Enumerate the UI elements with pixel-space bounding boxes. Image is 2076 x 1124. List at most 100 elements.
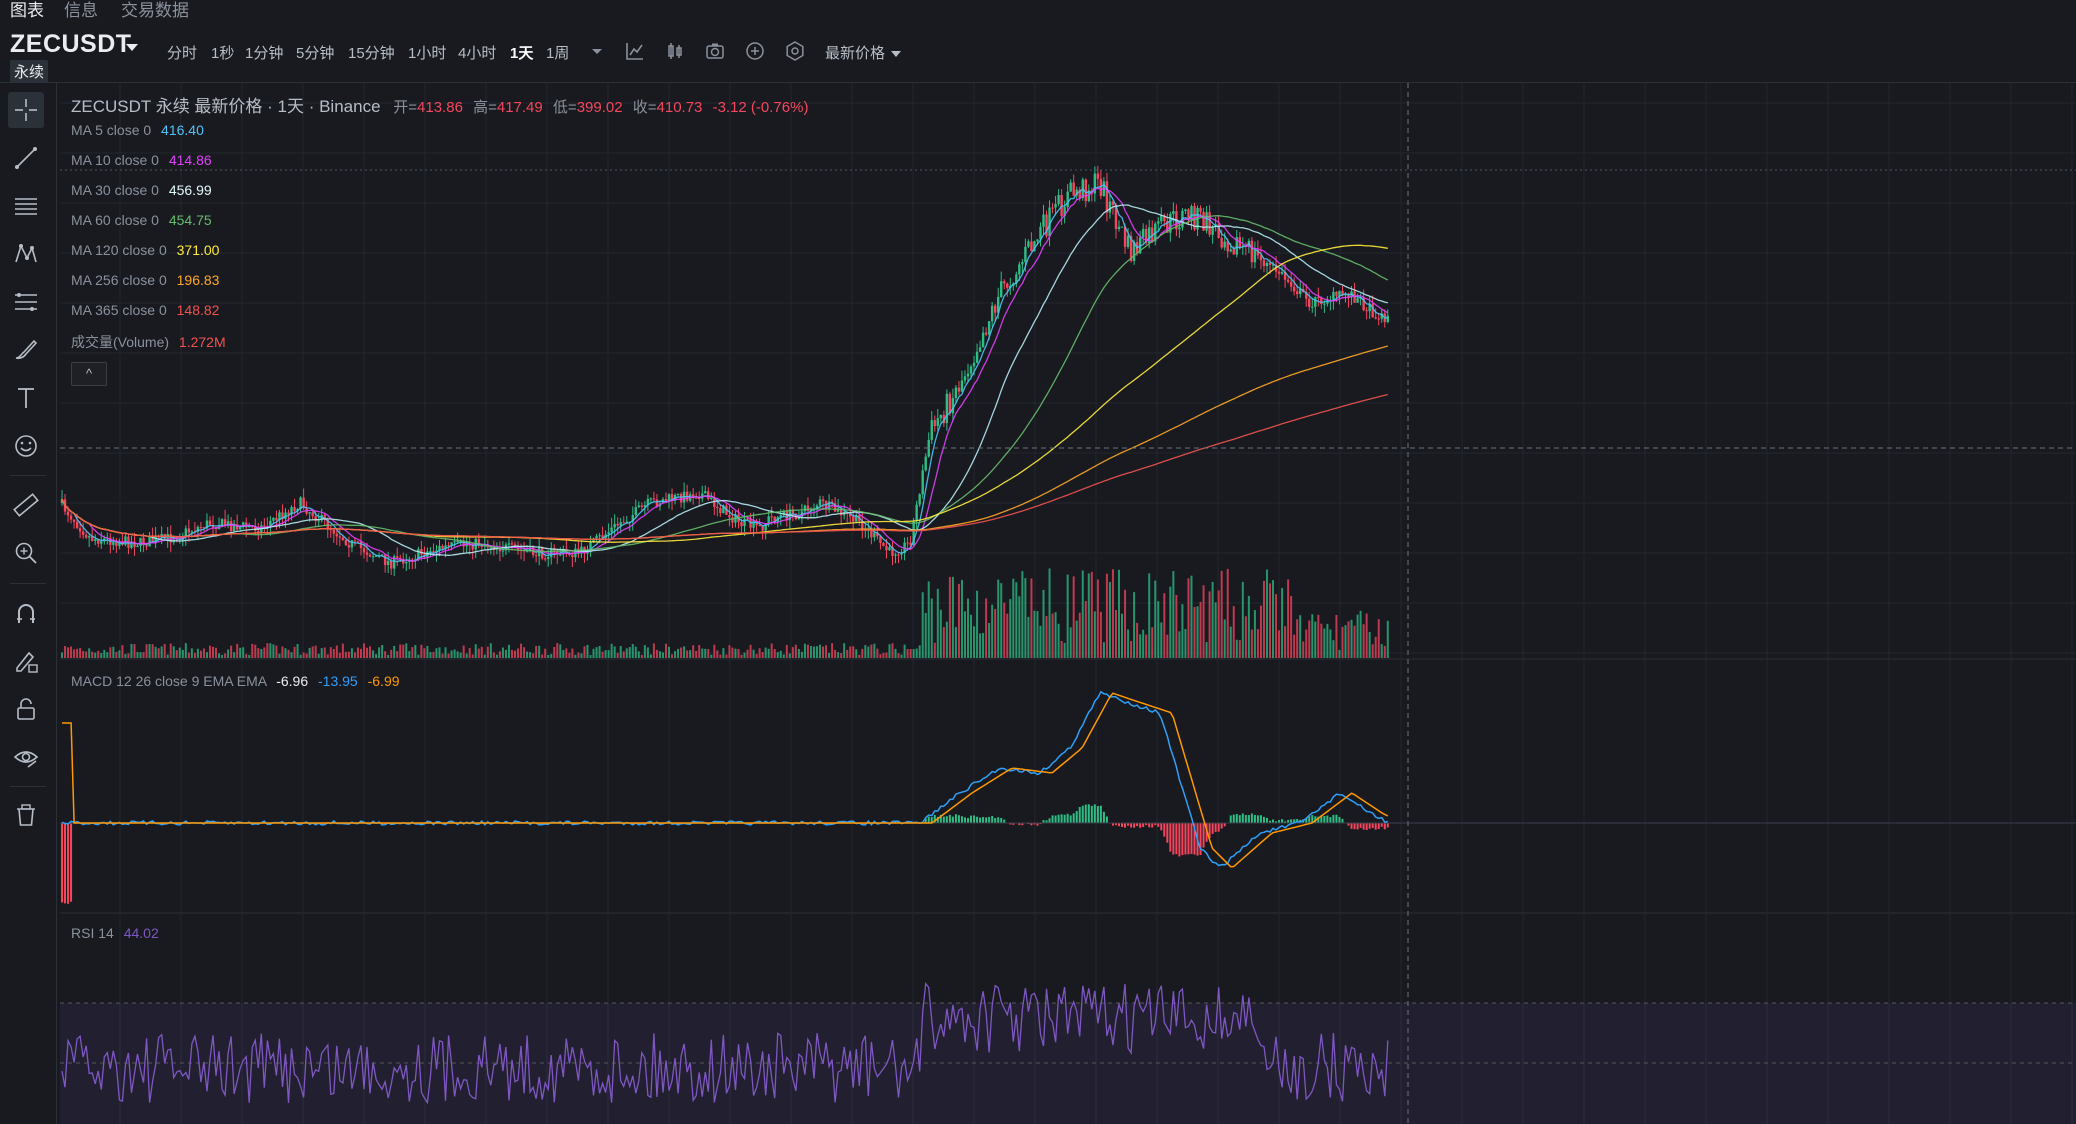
volume-bar <box>915 648 918 658</box>
tab-info[interactable]: 信息 <box>64 1 98 20</box>
volume-bar <box>1311 614 1314 658</box>
timeframe-1s[interactable]: 1秒 <box>211 45 235 62</box>
candle-body <box>764 523 767 531</box>
symbol-name[interactable]: ZECUSDT <box>10 30 132 58</box>
zoom-in-icon[interactable] <box>8 535 44 571</box>
candle-body <box>1332 291 1335 301</box>
indicator-icon[interactable] <box>624 40 646 62</box>
ma-label: MA 5 close 0 <box>71 122 152 138</box>
macd-hist-bar <box>677 823 680 825</box>
volume-bar <box>1039 625 1042 658</box>
volume-bar <box>1003 602 1006 658</box>
volume-bar <box>1160 622 1163 658</box>
macd-hist-bar <box>1169 823 1172 852</box>
macd-hist-bar <box>1118 823 1120 827</box>
candle-body <box>72 519 76 522</box>
lock-drawing-icon[interactable] <box>8 643 44 679</box>
timeframe-4h[interactable]: 4小时 <box>458 45 497 62</box>
ma365-legend[interactable]: MA 365 close 0 148.82 <box>71 302 219 318</box>
candle-body <box>1323 303 1326 305</box>
ma256-legend[interactable]: MA 256 close 0 196.83 <box>71 272 219 288</box>
candle-type-icon[interactable] <box>664 40 686 62</box>
trendline-icon[interactable] <box>8 140 44 176</box>
volume-bar <box>858 654 861 658</box>
ma5-legend[interactable]: MA 5 close 0 416.40 <box>71 122 204 138</box>
candle-body <box>592 538 595 543</box>
candle-body <box>344 539 348 546</box>
volume-bar <box>100 653 103 658</box>
volume-legend[interactable]: 成交量(Volume) 1.272M <box>71 332 226 352</box>
timeframe-5m[interactable]: 5分钟 <box>296 45 335 62</box>
fib-icon[interactable] <box>8 284 44 320</box>
crosshair-icon[interactable] <box>8 92 44 128</box>
macd-hist-bar <box>1099 805 1102 823</box>
volume-bar <box>791 647 794 658</box>
volume-bar <box>184 643 187 658</box>
ma-line <box>61 204 1388 556</box>
volume-bar <box>124 654 127 658</box>
price-chart[interactable] <box>60 83 2076 1124</box>
collapse-legend-button[interactable]: ^ <box>71 362 107 386</box>
rsi-legend[interactable]: RSI 14 44.02 <box>71 925 159 941</box>
settings-icon[interactable] <box>784 40 806 62</box>
ma10-legend[interactable]: MA 10 close 0 414.86 <box>71 152 212 168</box>
add-icon[interactable] <box>744 40 766 62</box>
candle-body <box>81 531 85 535</box>
timeframe-1h[interactable]: 1小时 <box>408 45 447 62</box>
timeframe-1m[interactable]: 1分钟 <box>245 45 284 62</box>
volume-bar <box>722 648 725 658</box>
volume-bar <box>130 643 133 658</box>
macd-hist-bar <box>1362 823 1365 830</box>
macd-hist-bar <box>1136 823 1139 827</box>
volume-bar <box>535 645 538 658</box>
camera-icon[interactable] <box>704 40 726 62</box>
timeframe-tick[interactable]: 分时 <box>167 45 198 62</box>
volume-bar <box>918 645 921 658</box>
tab-trading-data[interactable]: 交易数据 <box>121 1 189 20</box>
volume-bar <box>749 644 752 658</box>
trash-icon[interactable] <box>8 797 44 833</box>
timeframe-15m[interactable]: 15分钟 <box>348 45 395 62</box>
macd-hist-bar <box>514 821 516 823</box>
candle-body <box>975 351 979 363</box>
horizontal-lines-icon[interactable] <box>8 188 44 224</box>
volume-bar <box>982 632 985 658</box>
candle-body <box>589 542 592 553</box>
ma30-legend[interactable]: MA 30 close 0 456.99 <box>71 182 212 198</box>
candle-body <box>728 514 731 518</box>
price-type-chevron-icon[interactable] <box>890 49 902 59</box>
ma-value: 148.82 <box>176 302 220 318</box>
volume-bar <box>447 653 450 658</box>
volume-bar <box>133 644 136 658</box>
symbol-dropdown-icon[interactable] <box>126 44 138 51</box>
emoji-icon[interactable] <box>8 428 44 464</box>
ma60-legend[interactable]: MA 60 close 0 454.75 <box>71 212 212 228</box>
ruler-icon[interactable] <box>8 487 44 523</box>
timeframe-1w[interactable]: 1周 <box>546 45 570 62</box>
volume-bar <box>82 650 85 658</box>
price-type-select[interactable]: 最新价格 <box>825 45 886 62</box>
ma-line <box>61 187 1389 562</box>
candle-body <box>278 512 281 521</box>
candle-body <box>323 514 326 520</box>
candle-body <box>993 305 997 313</box>
chevron-down-icon[interactable] <box>586 40 608 62</box>
volume-bar <box>643 645 646 658</box>
tab-chart[interactable]: 图表 <box>10 1 44 20</box>
pattern-icon[interactable] <box>8 236 44 272</box>
volume-bar <box>1244 616 1247 658</box>
ma120-legend[interactable]: MA 120 close 0 371.00 <box>71 242 219 258</box>
brush-icon[interactable] <box>8 332 44 368</box>
candle-body <box>707 491 710 500</box>
macd-hist-bar <box>1157 823 1160 827</box>
magnet-icon[interactable] <box>8 595 44 631</box>
volume-bar <box>1118 569 1120 658</box>
timeframe-1d[interactable]: 1天 <box>510 45 534 62</box>
macd-hist-bar <box>1051 815 1054 823</box>
lock-icon[interactable] <box>8 691 44 727</box>
text-icon[interactable] <box>8 380 44 416</box>
macd-hist-bar <box>1166 823 1169 843</box>
macd-legend[interactable]: MACD 12 26 close 9 EMA EMA -6.96 -13.95 … <box>71 673 400 689</box>
eye-icon[interactable] <box>8 739 44 775</box>
candle-body <box>154 536 157 543</box>
